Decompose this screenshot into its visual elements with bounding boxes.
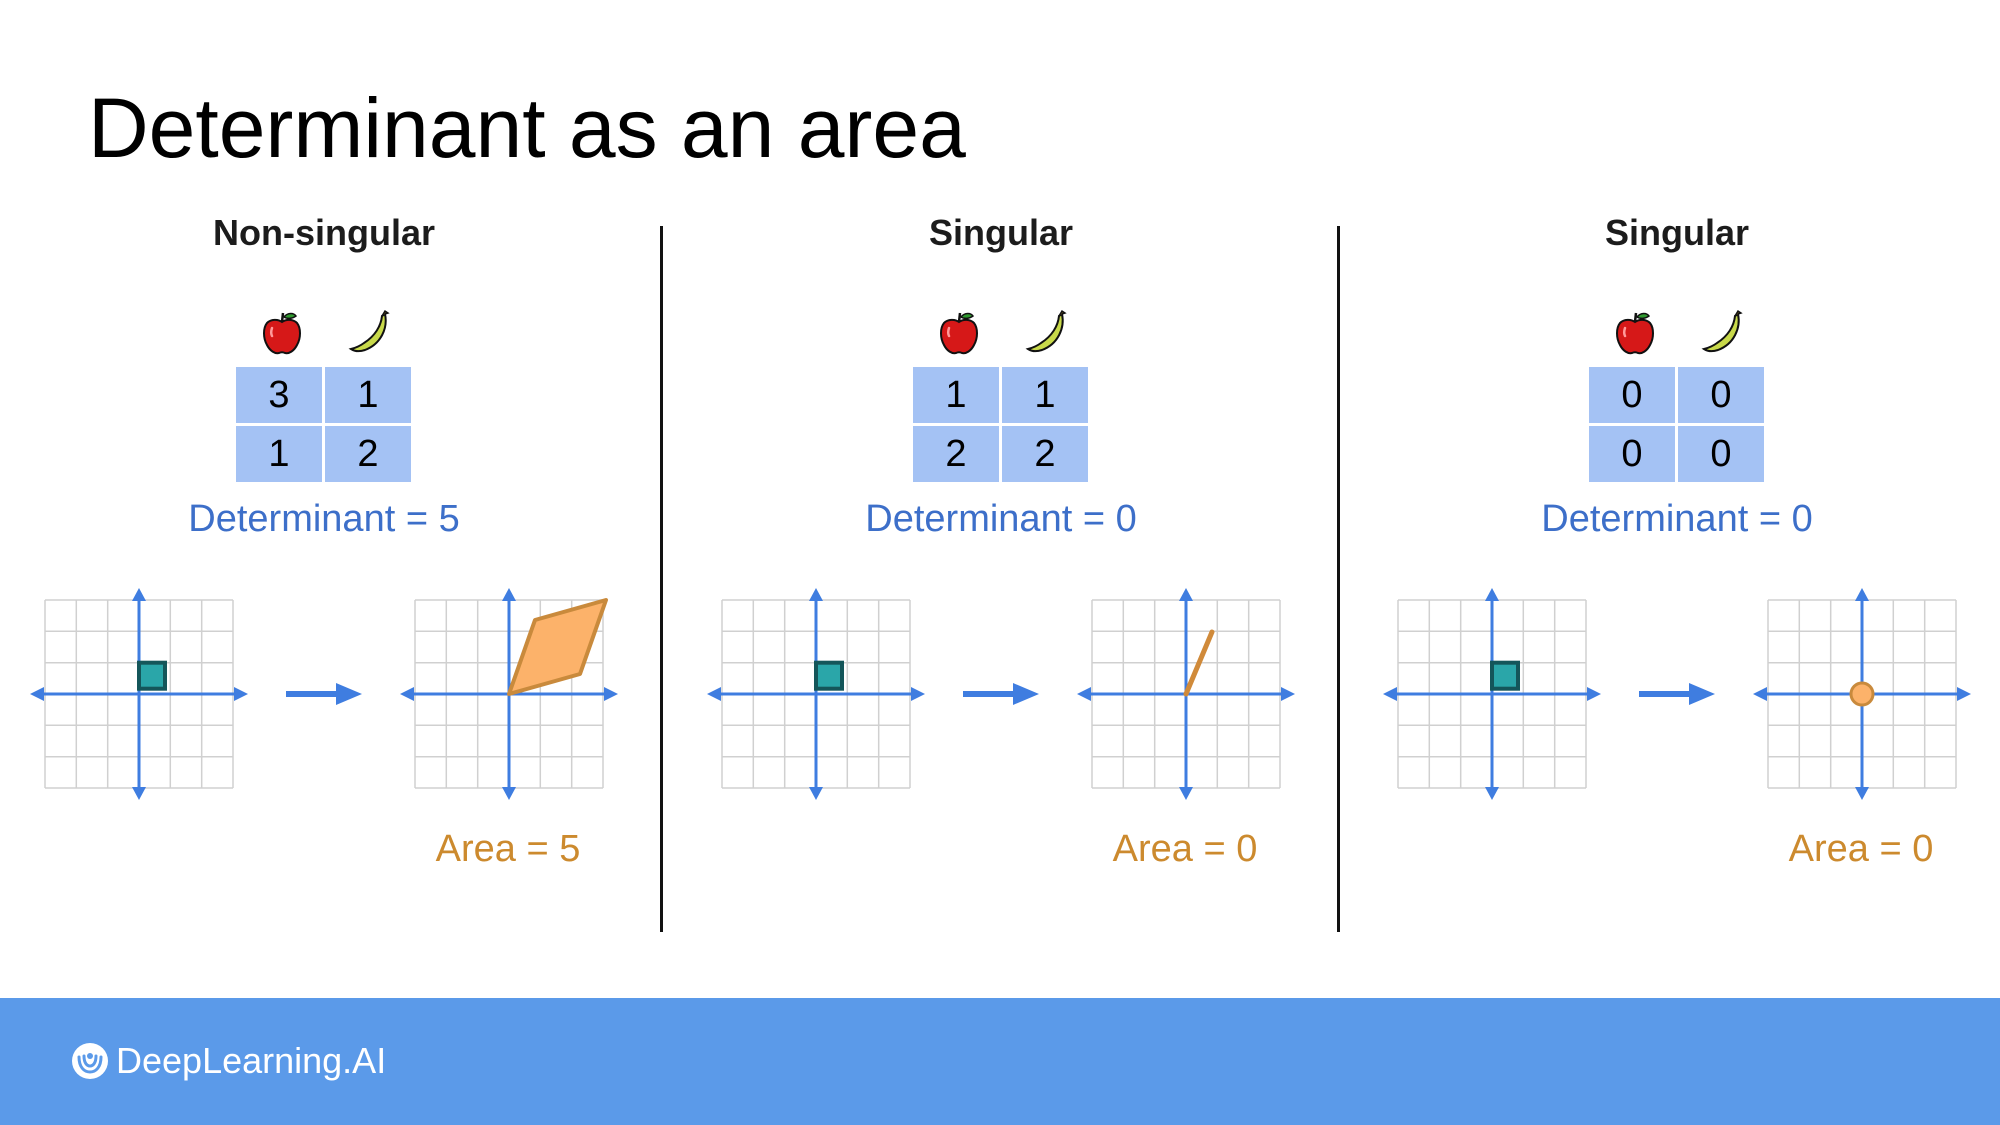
arrow-right-icon: [286, 683, 362, 705]
axes: [30, 588, 248, 800]
apple-icon: [263, 312, 301, 355]
apple-icon: [1616, 312, 1654, 355]
deeplearning-logo-icon: [72, 1043, 108, 1079]
area-label: Area = 0: [1112, 828, 1258, 870]
axes: [1383, 588, 1601, 800]
banana-icon: [1025, 309, 1067, 353]
panel-divider: [1337, 226, 1340, 932]
matrix-cell: 1: [1002, 367, 1088, 423]
area-label: Area = 5: [435, 828, 581, 870]
result-parallelogram: [507, 598, 608, 696]
output-grid-plot: [400, 588, 618, 800]
panel-divider: [660, 226, 663, 932]
determinant-label: Determinant = 0: [1541, 498, 1813, 540]
result-segment: [1183, 629, 1215, 697]
determinant-label: Determinant = 0: [865, 498, 1137, 540]
output-grid-plot: [1753, 588, 1971, 800]
panel-heading: Singular: [928, 212, 1074, 253]
panel-non-singular: Non-singular 3 1 1 2 Determinant = 5: [0, 0, 676, 1000]
input-grid-plot: [30, 588, 248, 800]
matrix-cell: 0: [1678, 367, 1764, 423]
matrix: 1 1 2 2: [913, 367, 1088, 483]
matrix-cell: 1: [236, 426, 322, 482]
banana-icon: [348, 309, 390, 353]
brand-name: DeepLearning.AI: [116, 1040, 387, 1081]
area-label: Area = 0: [1788, 828, 1934, 870]
matrix: 3 1 1 2: [236, 367, 411, 483]
result-point: [1849, 681, 1875, 707]
matrix-cell: 2: [913, 426, 999, 482]
matrix-cell: 2: [1002, 426, 1088, 482]
output-grid-plot: [1077, 588, 1295, 800]
panel-singular-1: Singular 1 1 2 2 Determinant = 0: [677, 0, 1353, 1000]
unit-square: [1490, 660, 1520, 691]
input-grid-plot: [707, 588, 925, 800]
brand-logo: DeepLearning.AI: [70, 1040, 386, 1082]
matrix-cell: 0: [1589, 426, 1675, 482]
panel-singular-2: Singular 0 0 0 0 Determinant = 0: [1353, 0, 2000, 1000]
apple-icon: [940, 312, 978, 355]
unit-square: [137, 660, 167, 691]
matrix-cell: 1: [325, 367, 411, 423]
panel-heading: Non-singular: [213, 212, 435, 253]
axes: [707, 588, 925, 800]
arrow-right-icon: [963, 683, 1039, 705]
matrix-cell: 3: [236, 367, 322, 423]
arrow-right-icon: [1639, 683, 1715, 705]
matrix-cell: 0: [1678, 426, 1764, 482]
matrix-cell: 2: [325, 426, 411, 482]
matrix-cell: 0: [1589, 367, 1675, 423]
determinant-label: Determinant = 5: [188, 498, 460, 540]
matrix: 0 0 0 0: [1589, 367, 1764, 483]
matrix-cell: 1: [913, 367, 999, 423]
footer-bar: [0, 998, 2000, 1125]
banana-icon: [1701, 309, 1743, 353]
input-grid-plot: [1383, 588, 1601, 800]
panel-heading: Singular: [1604, 212, 1750, 253]
page-title: Determinant as an area: [88, 81, 966, 175]
unit-square: [814, 660, 844, 691]
